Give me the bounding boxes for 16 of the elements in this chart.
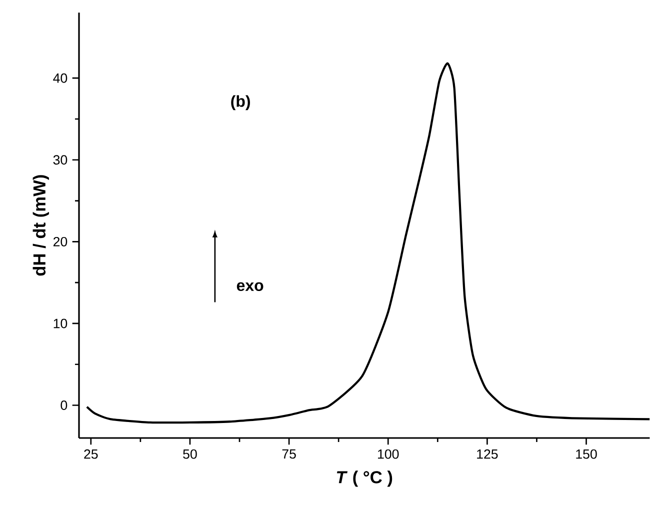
y-tick-label: 0 (60, 400, 68, 410)
x-tick-label: 150 (576, 449, 597, 459)
y-tick-label: 40 (53, 73, 68, 83)
x-tick-label: 50 (183, 449, 197, 459)
x-axis-title: T ( °C ) (336, 470, 392, 487)
line-series (86, 62, 650, 424)
x-tick-label: 100 (378, 449, 399, 459)
x-tick-label: 125 (477, 449, 498, 459)
annotation: exo (236, 282, 264, 292)
annotation: (b) (231, 95, 250, 110)
y-axis-title: dH / dt (mW) (32, 175, 49, 276)
y-tick-label: 30 (53, 155, 68, 165)
x-tick-label: 25 (84, 449, 98, 459)
x-tick-label: 75 (282, 449, 296, 459)
y-tick-label: 20 (53, 236, 68, 246)
y-tick-label: 10 (54, 318, 68, 328)
